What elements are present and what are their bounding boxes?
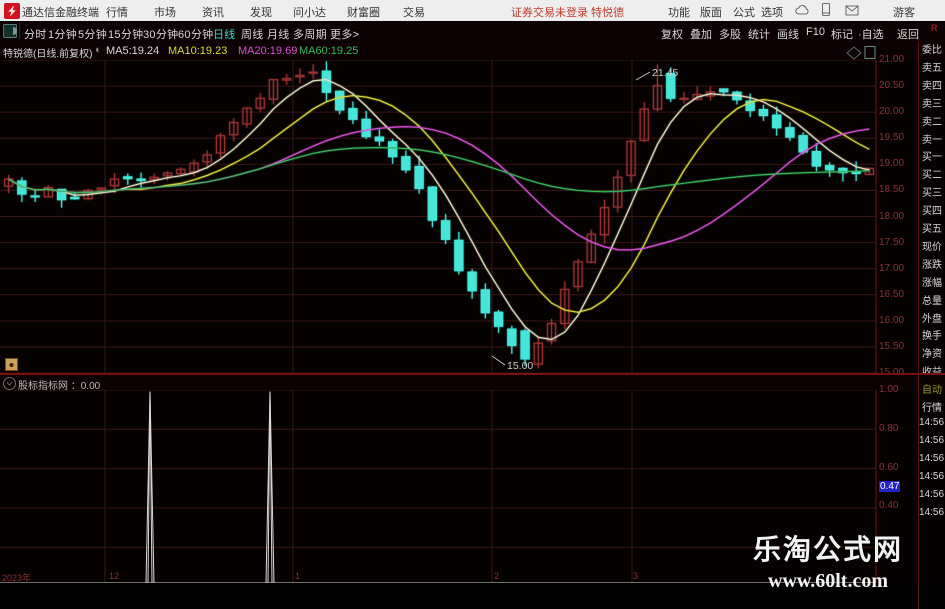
svg-text:21.45: 21.45 bbox=[652, 67, 678, 79]
svg-text:15.00: 15.00 bbox=[507, 360, 533, 372]
